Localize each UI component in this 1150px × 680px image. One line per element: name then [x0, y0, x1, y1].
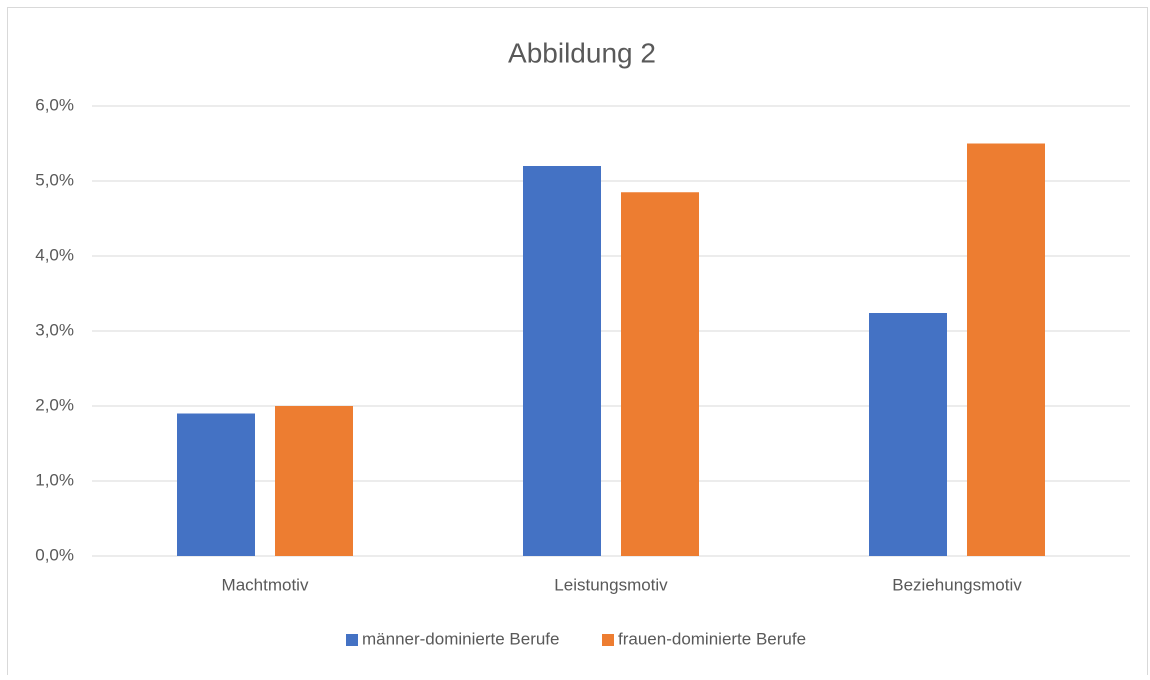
- y-tick-label: 0,0%: [35, 545, 74, 564]
- y-tick-label: 4,0%: [35, 245, 74, 264]
- x-tick-label: Beziehungsmotiv: [892, 575, 1022, 594]
- y-tick-label: 3,0%: [35, 320, 74, 339]
- legend-label: frauen-dominierte Berufe: [618, 629, 806, 648]
- x-tick-label: Leistungsmotiv: [554, 575, 668, 594]
- bar: [177, 413, 255, 556]
- legend-label: männer-dominierte Berufe: [362, 629, 559, 648]
- x-tick-label: Machtmotiv: [222, 575, 309, 594]
- bar: [621, 192, 699, 556]
- bar: [523, 166, 601, 556]
- chart-title: Abbildung 2: [508, 37, 656, 68]
- y-tick-label: 2,0%: [35, 395, 74, 414]
- legend-swatch: [602, 634, 614, 646]
- bar: [967, 143, 1045, 556]
- y-tick-label: 6,0%: [35, 95, 74, 114]
- legend-swatch: [346, 634, 358, 646]
- bar: [275, 406, 353, 556]
- bar: [869, 313, 947, 556]
- y-tick-label: 5,0%: [35, 170, 74, 189]
- y-tick-label: 1,0%: [35, 470, 74, 489]
